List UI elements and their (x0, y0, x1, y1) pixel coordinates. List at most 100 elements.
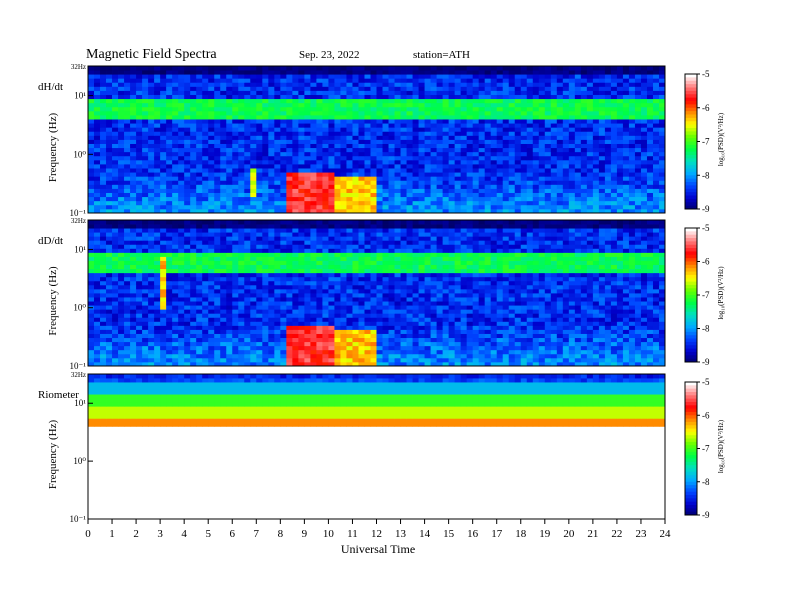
cell (455, 338, 461, 342)
cell (214, 197, 220, 201)
cell (599, 321, 605, 325)
cell (653, 330, 659, 334)
cell (124, 115, 130, 119)
cell (202, 301, 208, 305)
cell (274, 189, 280, 193)
cell (611, 107, 617, 111)
cell (340, 95, 346, 99)
cell (310, 135, 316, 139)
cell (509, 305, 515, 309)
cell (304, 70, 310, 74)
cell (118, 148, 124, 152)
cell (94, 201, 100, 205)
cell (593, 152, 599, 156)
cell (605, 66, 611, 70)
cell (256, 123, 262, 127)
cell (581, 334, 587, 338)
cell (286, 111, 292, 115)
cell (551, 184, 557, 188)
cell (178, 172, 184, 176)
cell (202, 148, 208, 152)
cell (635, 201, 641, 205)
cell (94, 354, 100, 358)
cell (533, 172, 539, 176)
cell (551, 103, 557, 107)
cell (509, 321, 515, 325)
cell (298, 70, 304, 74)
cell (346, 184, 352, 188)
cell (88, 330, 94, 334)
cell (118, 193, 124, 197)
cell (316, 115, 322, 119)
cell (437, 66, 443, 70)
cell (653, 144, 659, 148)
cell (196, 172, 202, 176)
spectrogram-panels: 10⁻¹10⁰10¹32HzdH/dtFrequency (Hz)10⁻¹10⁰… (38, 63, 665, 524)
cell (635, 305, 641, 309)
cell (214, 74, 220, 78)
cell (322, 205, 328, 209)
cell (202, 197, 208, 201)
cell (94, 70, 100, 74)
cell (497, 152, 503, 156)
cell (443, 160, 449, 164)
cell (491, 172, 497, 176)
cell (389, 205, 395, 209)
cell (407, 350, 413, 354)
cell (557, 354, 563, 358)
cell (389, 111, 395, 115)
cell (100, 321, 106, 325)
cell (659, 342, 665, 346)
cell (539, 338, 545, 342)
cell (268, 66, 274, 70)
cell (298, 180, 304, 184)
cell (226, 82, 232, 86)
cell (298, 86, 304, 90)
cell (377, 164, 383, 168)
cell (407, 205, 413, 209)
cell (340, 205, 346, 209)
cell (322, 156, 328, 160)
cell (377, 317, 383, 321)
cell (358, 201, 364, 205)
cell (286, 184, 292, 188)
cell (533, 317, 539, 321)
cell (467, 86, 473, 90)
cell (497, 305, 503, 309)
cell (491, 156, 497, 160)
cell (208, 119, 214, 123)
cell (100, 152, 106, 156)
cell (364, 78, 370, 82)
cell (130, 189, 136, 193)
cell (533, 148, 539, 152)
cell (262, 123, 268, 127)
cell (653, 131, 659, 135)
cell (370, 160, 376, 164)
cell (413, 123, 419, 127)
cell (130, 313, 136, 317)
cell (136, 317, 142, 321)
cell (413, 184, 419, 188)
cell (545, 131, 551, 135)
cell (533, 66, 539, 70)
cell (142, 119, 148, 123)
cell (262, 99, 268, 103)
cell (395, 168, 401, 172)
cell (130, 346, 136, 350)
cell (623, 180, 629, 184)
cell (334, 86, 340, 90)
cell (449, 99, 455, 103)
cell (160, 168, 166, 172)
cell (310, 131, 316, 135)
cell (539, 82, 545, 86)
cell (485, 103, 491, 107)
cell (605, 160, 611, 164)
cell (611, 317, 617, 321)
cell (328, 127, 334, 131)
cell (166, 164, 172, 168)
cell (473, 99, 479, 103)
cell (419, 164, 425, 168)
cell (401, 205, 407, 209)
cell (346, 325, 352, 329)
cell (539, 205, 545, 209)
